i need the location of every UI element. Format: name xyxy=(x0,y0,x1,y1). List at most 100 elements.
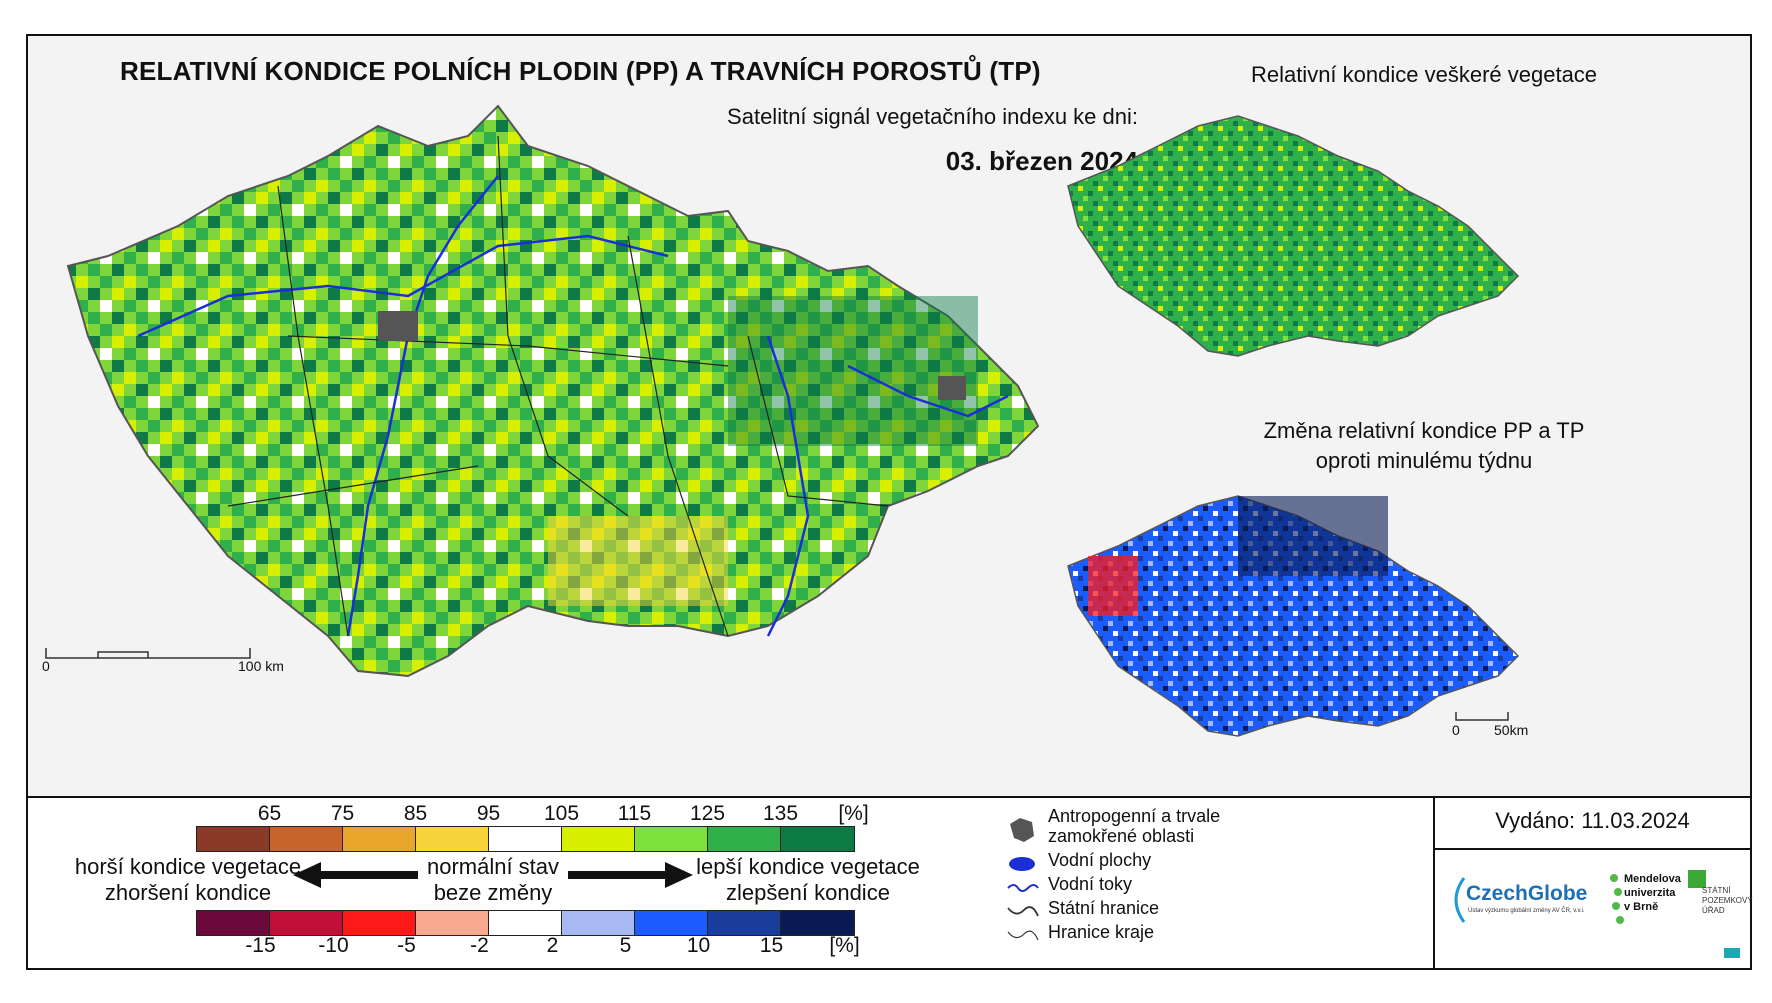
chg-ticks-label-7: 15 xyxy=(759,934,784,957)
cond-ticks-label-1: 75 xyxy=(330,802,355,825)
legend-normal-line2: beze změny xyxy=(433,880,553,905)
chg-bar-swatch-5 xyxy=(562,911,635,935)
ostrava-urban-area xyxy=(938,376,966,400)
chg-ticks-label-4: 2 xyxy=(546,934,559,957)
inset-scalebar xyxy=(1455,712,1509,721)
symbol-legend-icons xyxy=(1007,818,1039,941)
spu-line1: STÁTNÍ xyxy=(1702,886,1731,895)
river-vltava xyxy=(346,175,499,637)
cond-ticks-label-6: 125 xyxy=(689,802,726,825)
cond-ticks-label-0: 65 xyxy=(257,802,282,825)
mendel-line2: univerzita xyxy=(1624,887,1676,899)
cond-bar-swatch-7 xyxy=(708,827,781,851)
state-border-icon xyxy=(1007,906,1039,917)
czechglobe-subtitle: Ústav výzkumu globální změny AV ČR, v.v.… xyxy=(1468,908,1585,914)
legend-better-line2: zlepšení kondice xyxy=(726,880,890,905)
legend-panel: 65 75 85 95 105 115 125 135 [%] horší kondice ve… xyxy=(28,798,1753,968)
legend-worse: horší kondice vegetace zhoršení kondice xyxy=(58,854,318,906)
spu-accent-icon xyxy=(1724,948,1740,958)
czechia-outline xyxy=(66,104,1040,678)
legend-normal: normální stav beze změny xyxy=(413,854,573,906)
legend-water-flows: Vodní toky xyxy=(1048,874,1133,894)
cond-ticks-label-5: 115 xyxy=(617,802,652,825)
cond-bar-swatch-5 xyxy=(562,827,635,851)
mendel-text: Mendelova univerzita v Brně xyxy=(1624,872,1681,914)
inset-vegetation-title: Relativní kondice veškeré vegetace xyxy=(1250,62,1598,87)
main-scalebar-start: 0 xyxy=(42,658,50,674)
chg-bar-swatch-1 xyxy=(270,911,343,935)
chg-ticks-label-6: 10 xyxy=(686,934,711,957)
anthropogenic-icon xyxy=(1010,818,1034,842)
cond-bar-swatch-3 xyxy=(416,827,489,851)
chg-bar-swatch-0 xyxy=(197,911,270,935)
legend-water-areas: Vodní plochy xyxy=(1048,850,1152,870)
mendel-dots-icon xyxy=(1610,874,1624,924)
legend-separator-vertical xyxy=(1433,798,1435,968)
inset-change-title-line2: oproti minulému týdnu xyxy=(1315,448,1533,473)
arrow-right-icon xyxy=(568,862,693,888)
cond-ticks-label-3: 95 xyxy=(476,802,501,825)
inset-vegetation-map xyxy=(1067,115,1520,357)
cond-bar-swatch-1 xyxy=(270,827,343,851)
legend-anthropogenic: Antropogenní a trvale zamokřené oblasti xyxy=(1048,806,1220,846)
legend-anthropogenic-line1: Antropogenní a trvale xyxy=(1048,806,1221,826)
change-ticks: -15 -10 -5 -2 2 5 10 15 [%] xyxy=(224,934,881,958)
chg-bar-swatch-7 xyxy=(708,911,781,935)
south-yellow-region xyxy=(548,516,728,606)
cond-bar-swatch-2 xyxy=(343,827,416,851)
inset-change-title: Změna relativní kondice PP a TP oproti m… xyxy=(1204,416,1644,476)
cond-ticks-label-2: 85 xyxy=(403,802,428,825)
map-panel: RELATIVNÍ KONDICE POLNÍCH PLODIN (PP) A … xyxy=(28,36,1750,798)
change-colorbar xyxy=(196,910,855,936)
legend-separator-horizontal xyxy=(1433,848,1750,850)
eastern-green-region xyxy=(728,296,978,446)
chg-bar-swatch-6 xyxy=(635,911,708,935)
cond-bar-swatch-0 xyxy=(197,827,270,851)
legend-state-border: Státní hranice xyxy=(1048,898,1160,918)
legend-anthropogenic-line2: zamokřené oblasti xyxy=(1048,826,1195,846)
chg-bar-swatch-3 xyxy=(416,911,489,935)
inset-scalebar-end: 50km xyxy=(1494,722,1529,738)
river-oder xyxy=(847,364,1009,418)
arrow-left-icon xyxy=(293,862,418,888)
chg-ticks-label-8: [%] xyxy=(829,934,860,957)
condition-ticks: 65 75 85 95 105 115 125 135 [%] xyxy=(233,802,890,826)
czechglobe-wordmark: CzechGlobe xyxy=(1466,882,1588,905)
cond-ticks-label-4: 105 xyxy=(543,802,580,825)
spu-line3: ÚŘAD xyxy=(1702,906,1725,915)
chg-ticks-label-5: 5 xyxy=(619,934,632,957)
chg-ticks-label-0: -15 xyxy=(245,934,276,957)
chg-bar-swatch-2 xyxy=(343,911,416,935)
cond-bar-swatch-8 xyxy=(781,827,854,851)
inset-scalebar-start: 0 xyxy=(1452,722,1460,738)
map-subtitle: Satelitní signál vegetačního indexu ke d… xyxy=(727,104,1138,129)
czechglobe-arc-icon xyxy=(1454,877,1466,923)
water-flow-icon xyxy=(1007,884,1039,892)
river-elbe xyxy=(137,234,669,338)
main-scalebar xyxy=(45,648,251,659)
legend-better-line1: lepší kondice vegetace xyxy=(696,854,920,879)
inset-change-northeast-dark xyxy=(1238,496,1388,576)
issued-date: Vydáno: 11.03.2024 xyxy=(1495,808,1690,833)
inset-change-west-red xyxy=(1088,556,1138,616)
legend-region-border: Hranice kraje xyxy=(1048,922,1155,942)
chg-ticks-label-2: -5 xyxy=(397,934,416,957)
spu-logo: STÁTNÍ POZEMKOVÝ ÚŘAD xyxy=(1688,870,1753,960)
legend-better: lepší kondice vegetace zlepšení kondice xyxy=(688,854,928,906)
inset-change-title-line1: Změna relativní kondice PP a TP xyxy=(1263,418,1585,443)
cond-ticks-label-8: [%] xyxy=(838,802,869,825)
legend-worse-line1: horší kondice vegetace xyxy=(74,854,302,879)
map-title: RELATIVNÍ KONDICE POLNÍCH PLODIN (PP) A … xyxy=(120,56,1041,86)
region-borders xyxy=(227,135,889,637)
spu-text: STÁTNÍ POZEMKOVÝ ÚŘAD xyxy=(1702,886,1753,916)
region-border-icon xyxy=(1007,930,1039,941)
chg-bar-swatch-4 xyxy=(489,911,562,935)
river-morava xyxy=(766,335,810,637)
inset-change-map xyxy=(1067,495,1520,737)
figure-frame: RELATIVNÍ KONDICE POLNÍCH PLODIN (PP) A … xyxy=(26,34,1753,970)
spu-square-icon xyxy=(1688,870,1706,888)
condition-colorbar xyxy=(196,826,855,852)
water-area-icon xyxy=(1009,857,1035,871)
spu-line2: POZEMKOVÝ xyxy=(1702,896,1753,905)
inset-vegetation-outline xyxy=(1067,115,1520,357)
